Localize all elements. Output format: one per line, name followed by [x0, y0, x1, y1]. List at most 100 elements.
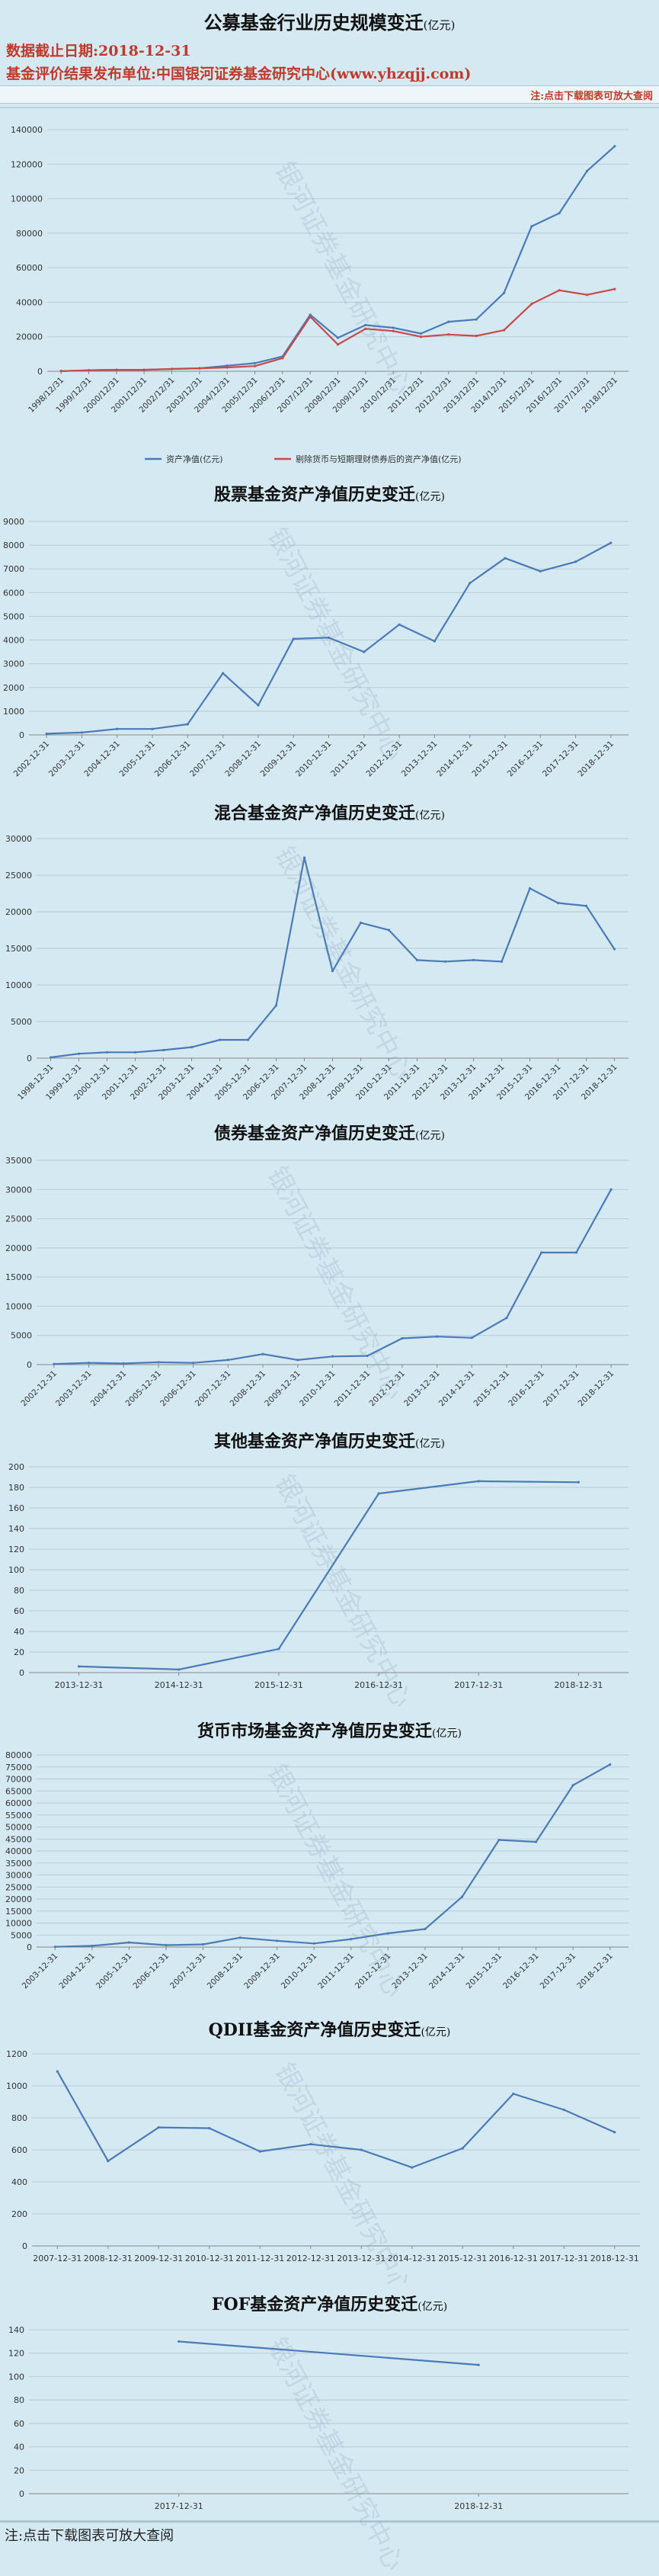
chart-panel-3[interactable]: 债券基金资产净值历史变迁(亿元) 0 5000 10000 15000 20000 2500…	[0, 1113, 659, 1423]
data-point[interactable]	[127, 1941, 131, 1944]
data-point[interactable]	[87, 1362, 91, 1365]
data-point[interactable]	[556, 901, 560, 905]
data-point[interactable]	[91, 1944, 94, 1948]
data-point[interactable]	[609, 1763, 612, 1766]
data-point[interactable]	[436, 1335, 439, 1338]
data-point[interactable]	[419, 335, 423, 338]
data-point[interactable]	[192, 1362, 195, 1365]
data-point[interactable]	[56, 2070, 59, 2073]
data-point[interactable]	[122, 1362, 125, 1365]
data-point[interactable]	[77, 1665, 81, 1668]
data-point[interactable]	[281, 357, 284, 360]
data-point[interactable]	[469, 582, 472, 585]
series-line-0[interactable]	[56, 2071, 616, 2169]
data-point[interactable]	[571, 1784, 574, 1787]
data-point[interactable]	[447, 333, 450, 336]
data-point[interactable]	[116, 727, 119, 730]
data-point[interactable]	[201, 1942, 205, 1946]
data-point[interactable]	[460, 1895, 464, 1898]
data-point[interactable]	[309, 313, 312, 316]
data-point[interactable]	[613, 948, 616, 951]
data-point[interactable]	[505, 1317, 508, 1320]
data-point[interactable]	[433, 640, 436, 643]
data-point[interactable]	[331, 970, 334, 973]
data-point[interactable]	[377, 1492, 380, 1495]
data-point[interactable]	[477, 1480, 480, 1483]
data-point[interactable]	[360, 2148, 363, 2151]
data-point[interactable]	[477, 2363, 480, 2366]
data-point[interactable]	[218, 1038, 222, 1041]
data-point[interactable]	[386, 1932, 389, 1935]
data-point[interactable]	[53, 1946, 56, 1949]
data-point[interactable]	[534, 1840, 538, 1843]
series-line-0[interactable]	[178, 2340, 479, 2366]
data-point[interactable]	[327, 636, 331, 640]
data-point[interactable]	[253, 364, 257, 367]
data-point[interactable]	[502, 291, 506, 294]
data-point[interactable]	[277, 1647, 280, 1651]
data-point[interactable]	[350, 1938, 353, 1941]
data-point[interactable]	[77, 1052, 81, 1055]
data-point[interactable]	[178, 1668, 181, 1671]
data-point[interactable]	[309, 2143, 312, 2146]
data-point[interactable]	[331, 1355, 334, 1358]
data-point[interactable]	[500, 960, 504, 963]
data-point[interactable]	[392, 326, 395, 329]
data-point[interactable]	[49, 1056, 53, 1059]
data-point[interactable]	[539, 569, 542, 573]
data-point[interactable]	[387, 929, 391, 932]
data-point[interactable]	[157, 1361, 160, 1364]
footer-note[interactable]: 注:点击下载图表可放大查阅	[5, 2528, 174, 2544]
data-point[interactable]	[222, 672, 225, 675]
data-point[interactable]	[585, 294, 589, 297]
data-point[interactable]	[401, 1336, 404, 1340]
download-note[interactable]: 注:点击下载图表可放大查阅	[530, 91, 653, 102]
data-point[interactable]	[312, 1942, 315, 1945]
data-point[interactable]	[198, 367, 201, 370]
data-point[interactable]	[562, 2108, 565, 2112]
data-point[interactable]	[115, 368, 118, 371]
data-point[interactable]	[613, 2131, 616, 2134]
data-point[interactable]	[609, 541, 613, 544]
data-point[interactable]	[59, 370, 62, 373]
chart-panel-0[interactable]: 0 20000 40000 60000 80000 100000 120000 140000 1…	[0, 108, 659, 476]
data-point[interactable]	[190, 1046, 194, 1049]
data-point[interactable]	[142, 368, 146, 371]
data-point[interactable]	[470, 1336, 473, 1339]
data-point[interactable]	[276, 1939, 279, 1942]
data-point[interactable]	[302, 856, 306, 859]
data-point[interactable]	[151, 727, 154, 730]
data-point[interactable]	[274, 1004, 278, 1007]
chart-panel-6[interactable]: QDII基金资产净值历史变迁(亿元) 0 200 400 600 800 1000 1200 2…	[0, 2010, 659, 2302]
data-point[interactable]	[574, 560, 577, 563]
chart-panel-1[interactable]: 股票基金资产净值历史变迁(亿元) 0 1000 2000 3000 4000 5000 600…	[0, 474, 659, 795]
data-point[interactable]	[133, 1051, 137, 1054]
series-line-1[interactable]	[61, 288, 616, 372]
data-point[interactable]	[540, 1251, 543, 1254]
data-point[interactable]	[585, 169, 589, 172]
data-point[interactable]	[226, 1359, 229, 1362]
data-point[interactable]	[366, 1354, 369, 1358]
data-point[interactable]	[309, 315, 312, 319]
data-point[interactable]	[419, 332, 423, 335]
data-point[interactable]	[472, 958, 475, 961]
data-point[interactable]	[165, 1943, 168, 1947]
data-point[interactable]	[447, 320, 450, 323]
data-point[interactable]	[574, 1251, 578, 1254]
data-point[interactable]	[257, 704, 260, 707]
data-point[interactable]	[443, 960, 447, 963]
data-point[interactable]	[246, 1038, 250, 1041]
data-point[interactable]	[415, 958, 419, 961]
chart-panel-2[interactable]: 混合基金资产净值历史变迁(亿元) 0 5000 10000 15000 20000 2500…	[0, 793, 659, 1115]
data-point[interactable]	[512, 2092, 515, 2096]
data-point[interactable]	[157, 2126, 160, 2129]
data-point[interactable]	[292, 637, 295, 640]
data-point[interactable]	[558, 212, 561, 215]
data-point[interactable]	[504, 557, 507, 560]
chart-panel-4[interactable]: 其他基金资产净值历史变迁(亿元) 0 20 40 60 80 100 120 140 160 180…	[0, 1421, 659, 1713]
data-point[interactable]	[613, 287, 616, 290]
chart-panel-5[interactable]: 货币市场基金资产净值历史变迁(亿元) 0 5000 10000 15000 20000 25…	[0, 1711, 659, 2012]
data-point[interactable]	[80, 731, 84, 734]
data-point[interactable]	[238, 1936, 242, 1939]
data-point[interactable]	[363, 650, 366, 653]
